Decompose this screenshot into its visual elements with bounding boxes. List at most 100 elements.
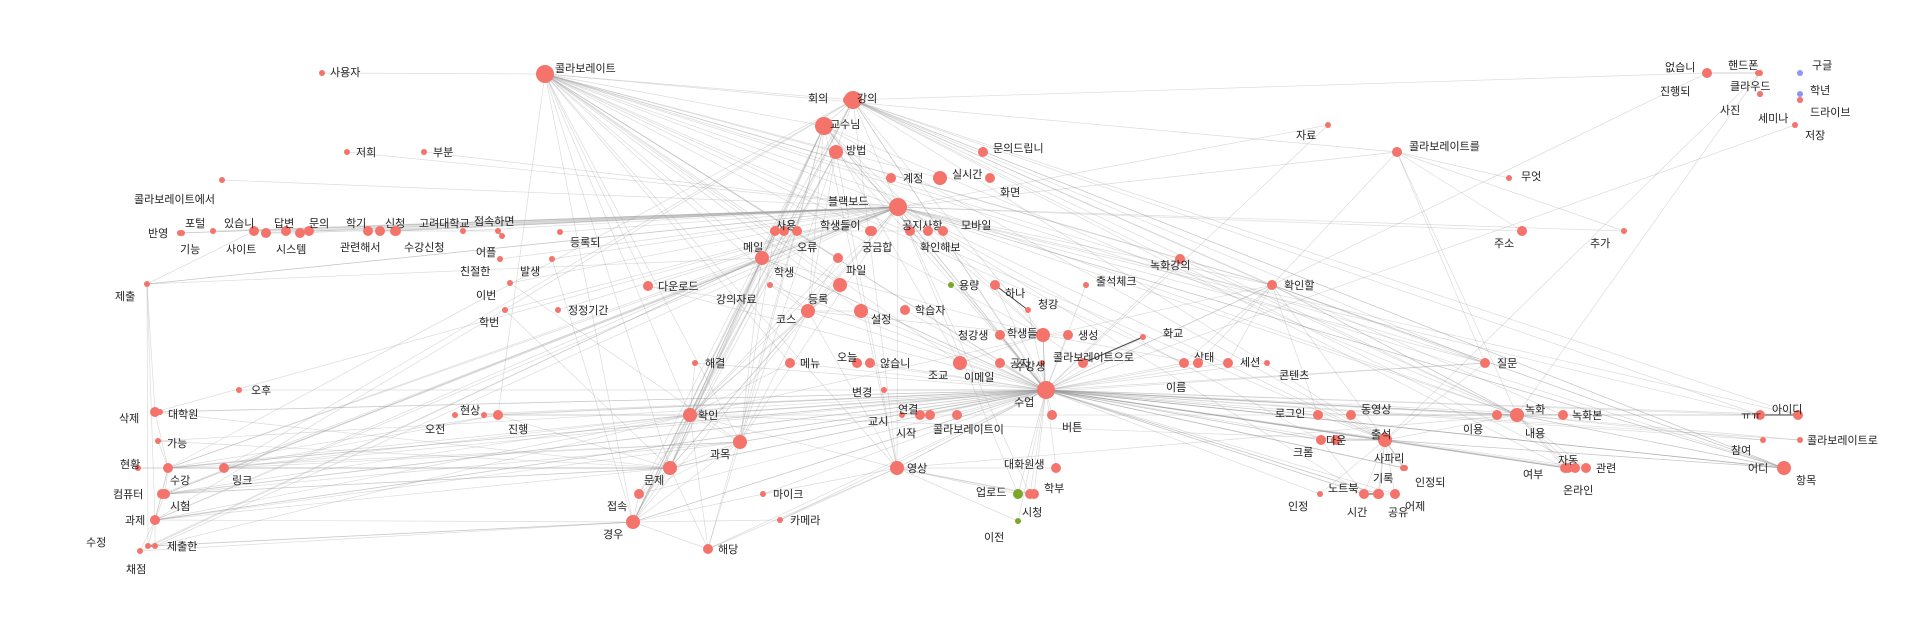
node-label: 사이트	[226, 243, 256, 256]
node-label: 학생들이	[820, 219, 860, 232]
graph-node-n68: 메뉴	[785, 357, 820, 370]
graph-node-n118: 마이크	[760, 488, 803, 501]
node-label: 저장	[1805, 129, 1825, 142]
node-dot	[1558, 410, 1568, 420]
edge-n90-n66	[1046, 363, 1267, 390]
node-label: 저희	[356, 146, 376, 159]
node-label: 사파리	[1374, 452, 1404, 465]
graph-node-n141: 자료	[1296, 122, 1331, 142]
edge-n142-n145	[1397, 152, 1624, 231]
node-label: 핸드폰	[1728, 59, 1758, 72]
node-label: 오후	[251, 384, 271, 397]
node-label: 교수님	[830, 118, 860, 131]
node-label: 메뉴	[800, 357, 820, 370]
graph-node-n145: 추가	[1590, 228, 1627, 250]
edge-n114-n78	[155, 412, 670, 468]
edge-n90-n121	[1046, 390, 1056, 468]
node-label: 수강신청	[404, 241, 444, 254]
node-label: 콜라보레이트에서	[134, 193, 215, 206]
graph-node-n119: 카메라	[777, 514, 820, 527]
node-label: 어플	[476, 246, 496, 259]
node-dot	[144, 281, 150, 287]
graph-node-n34: 실시간	[933, 168, 982, 185]
graph-node-n78: 삭제	[119, 407, 160, 425]
graph-node-n70: 않습니	[865, 357, 910, 370]
edge-n36-n145	[898, 207, 1624, 231]
graph-node-n53: 청강	[1025, 298, 1058, 313]
graph-node-n91: 버튼	[1047, 410, 1082, 434]
node-dot	[1392, 147, 1402, 157]
edge-n56-n55	[1180, 259, 1272, 285]
node-label: 변경	[852, 386, 872, 399]
node-label: 클라우드	[1730, 80, 1770, 93]
graph-node-n60: 학생들	[1007, 327, 1050, 342]
graph-node-n31: 방법	[829, 144, 866, 159]
node-label: 계정	[903, 172, 923, 185]
node-label: 영상	[907, 462, 927, 475]
node-label: 접속	[607, 500, 627, 513]
edge-n116-n118	[633, 494, 763, 522]
graph-node-n101: 아이디	[1772, 403, 1803, 420]
edge-n1-n114	[545, 74, 670, 468]
node-label: 수정	[86, 536, 106, 549]
node-label: 콜라보레이트	[555, 62, 616, 75]
graph-node-n15: 기능	[177, 230, 200, 256]
node-dot	[1797, 97, 1803, 103]
edge-layer	[138, 73, 1800, 551]
node-dot	[375, 226, 385, 236]
node-label: 업로드	[976, 486, 1006, 499]
node-dot	[1760, 437, 1766, 443]
graph-node-n150: 클라우드	[1730, 80, 1770, 97]
edge-n30-n115	[639, 126, 824, 494]
node-label: 방법	[846, 144, 866, 157]
node-label: 용량	[959, 279, 979, 292]
node-dot	[829, 145, 843, 159]
node-label: 확인	[698, 409, 718, 422]
node-label: 어제	[1405, 500, 1425, 513]
node-dot	[755, 251, 769, 265]
node-label: 추가	[1590, 237, 1610, 250]
node-dot	[1621, 228, 1627, 234]
node-label: 화면	[1000, 186, 1020, 199]
node-dot	[1792, 122, 1798, 128]
graph-node-n59: 청강생	[958, 329, 1005, 342]
node-label: 학부	[1044, 482, 1064, 495]
edge-n141-n36	[898, 125, 1328, 207]
node-label: 교시	[868, 415, 888, 428]
node-label: 과제	[125, 514, 145, 527]
node-dot	[1015, 518, 1021, 524]
node-dot	[1581, 463, 1591, 473]
node-dot	[1264, 360, 1270, 366]
node-label: 수강	[170, 474, 190, 487]
node-dot	[952, 410, 962, 420]
node-dot	[295, 228, 305, 238]
graph-node-n41: 메일	[743, 226, 780, 254]
node-label: 현황	[120, 458, 140, 471]
node-label: 세미나	[1758, 112, 1788, 125]
node-dot	[881, 387, 887, 393]
edge-n142-n144	[1397, 152, 1522, 231]
node-label: 진행	[508, 423, 528, 436]
graph-node-n152: 사진	[1720, 91, 1763, 117]
node-dot	[1373, 489, 1383, 499]
node-label: 학생들	[1007, 327, 1037, 340]
edge-n29-n146	[853, 73, 1707, 100]
node-dot	[1313, 410, 1323, 420]
edge-n56-n139	[1272, 285, 1784, 468]
node-dot	[549, 256, 555, 262]
node-label: 학번	[479, 316, 499, 329]
node-dot	[777, 517, 783, 523]
node-dot	[1570, 463, 1580, 473]
graph-node-n65: 세션	[1223, 356, 1260, 369]
node-dot	[219, 463, 229, 473]
node-label: 현상	[460, 404, 480, 417]
node-label: 참여	[1731, 444, 1751, 457]
node-dot	[865, 358, 875, 368]
node-dot	[137, 548, 143, 554]
graph-node-n66: 콘텐츠	[1264, 360, 1309, 382]
edge-n97-n55	[1180, 259, 1517, 415]
node-dot	[995, 358, 1005, 368]
graph-node-n95: 출석	[1371, 428, 1392, 447]
graph-node-n3: 저희	[344, 146, 376, 159]
